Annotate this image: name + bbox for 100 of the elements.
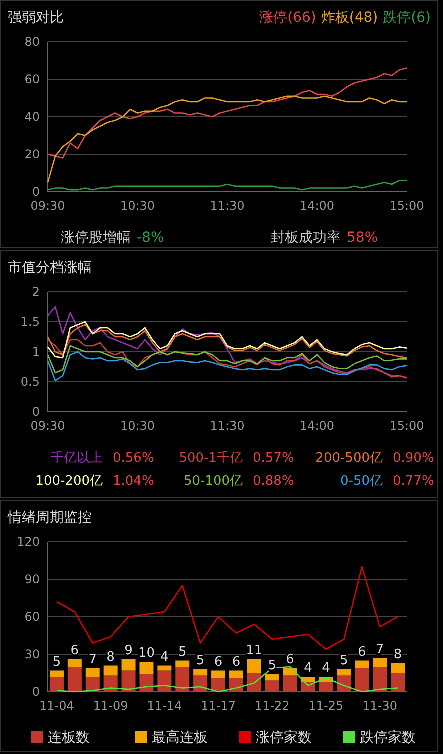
- x-tick-label: 11-22: [254, 699, 290, 713]
- bar: [247, 660, 262, 674]
- data-label: 8: [394, 647, 402, 662]
- bar: [140, 662, 154, 674]
- bar: [104, 666, 118, 676]
- bar: [337, 670, 352, 676]
- bar: [104, 676, 118, 692]
- x-tick-label: 15:00: [390, 199, 424, 213]
- text: 100-200亿: [36, 474, 103, 489]
- y-tick-label: 0: [32, 405, 40, 419]
- bar: [355, 668, 370, 692]
- bar: [355, 660, 370, 668]
- chart-title: 情绪周期监控: [7, 510, 92, 526]
- y-tick-label: 60: [24, 610, 40, 624]
- bar: [247, 673, 262, 692]
- text: 0-50亿: [340, 474, 383, 489]
- legend-label: 涨停家数: [256, 730, 312, 746]
- text: 涨停股增幅 -8%: [61, 230, 164, 246]
- line-series: [47, 96, 408, 184]
- legend-label: 最高连板: [152, 730, 208, 746]
- line-series: [47, 339, 408, 378]
- line-series: [47, 306, 408, 380]
- data-label: 8: [106, 650, 115, 665]
- data-label: 6: [214, 654, 223, 670]
- y-tick-label: 2: [32, 285, 40, 299]
- data-label: 5: [178, 644, 187, 660]
- x-tick-label: 11:30: [210, 199, 245, 213]
- x-tick-label: 11:30: [210, 419, 245, 433]
- data-label: 7: [88, 652, 98, 668]
- text: 千亿以上: [51, 451, 103, 466]
- chart-title: 市值分档涨幅: [8, 260, 92, 276]
- x-tick-label: 10:30: [120, 419, 156, 433]
- bar: [283, 676, 298, 692]
- x-tick-label: 10:30: [120, 199, 156, 213]
- x-tick-label: 11-30: [362, 699, 398, 713]
- bar: [337, 676, 352, 692]
- text: 0.57%: [253, 451, 294, 466]
- y-tick-label: 0: [32, 685, 40, 699]
- y-tick-label: 0: [32, 185, 40, 199]
- legend-label: 连板数: [48, 730, 90, 746]
- x-tick-label: 15:00: [390, 419, 424, 433]
- data-label: 4: [160, 650, 169, 665]
- legend-label: 跌停家数: [360, 730, 416, 746]
- y-tick-label: 60: [24, 72, 40, 86]
- text: 0.56%: [113, 451, 154, 466]
- bar: [194, 676, 208, 692]
- data-label: 5: [196, 654, 205, 668]
- bar: [265, 674, 280, 681]
- x-tick-label: 11-14: [147, 699, 182, 713]
- bar: [122, 660, 136, 671]
- bar: [229, 670, 244, 678]
- bar: [212, 670, 226, 678]
- chart-title: 强弱对比: [8, 10, 64, 26]
- y-tick-label: 0.5: [20, 375, 40, 389]
- bar: [68, 667, 82, 692]
- data-label: 5: [340, 654, 348, 668]
- text: 50-100亿: [184, 474, 243, 489]
- y-tick-label: 30: [24, 648, 40, 662]
- text: 0.88%: [253, 474, 294, 489]
- line-series: [47, 345, 408, 374]
- y-tick-label: 120: [17, 535, 40, 549]
- data-label: 4: [322, 661, 330, 676]
- bar: [391, 663, 406, 674]
- bar: [86, 677, 100, 692]
- data-label: 6: [286, 652, 294, 668]
- bar: [176, 667, 190, 692]
- x-tick-label: 11-17: [201, 699, 236, 713]
- bar: [373, 658, 388, 667]
- bar: [50, 670, 64, 677]
- text: 0.77%: [393, 474, 434, 489]
- bar: [140, 674, 154, 692]
- text: 封板成功率 58%: [271, 230, 378, 246]
- text: 涨停(66): [260, 10, 316, 26]
- x-tick-label: 09:30: [30, 419, 66, 433]
- text: 炸板(48): [321, 10, 378, 26]
- bar: [68, 660, 82, 667]
- data-label: 9: [124, 644, 133, 658]
- bar: [122, 670, 136, 692]
- y-tick-label: 40: [24, 110, 40, 124]
- text: 200-500亿: [316, 451, 383, 466]
- bar: [158, 666, 172, 671]
- x-tick-label: 11-04: [40, 699, 74, 713]
- bar: [373, 667, 388, 692]
- bar: [176, 660, 190, 667]
- bar: [391, 673, 406, 692]
- y-tick-label: 20: [24, 148, 40, 162]
- data-label: 5: [52, 654, 62, 670]
- x-tick-label: 09:30: [30, 199, 66, 213]
- line-series: [47, 351, 408, 382]
- data-label: 6: [358, 644, 366, 660]
- data-label: 6: [70, 644, 80, 658]
- x-tick-label: 11-25: [308, 699, 344, 713]
- data-label: 7: [376, 642, 384, 658]
- bar: [86, 668, 100, 677]
- x-tick-label: 14:00: [300, 199, 335, 213]
- text: 1.04%: [113, 474, 154, 489]
- bar: [301, 677, 316, 682]
- bar: [158, 670, 172, 692]
- x-tick-label: 11-09: [93, 699, 128, 713]
- y-tick-label: 1.5: [20, 315, 40, 329]
